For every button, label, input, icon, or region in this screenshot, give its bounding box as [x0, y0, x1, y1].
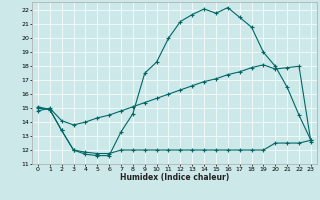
- X-axis label: Humidex (Indice chaleur): Humidex (Indice chaleur): [120, 173, 229, 182]
